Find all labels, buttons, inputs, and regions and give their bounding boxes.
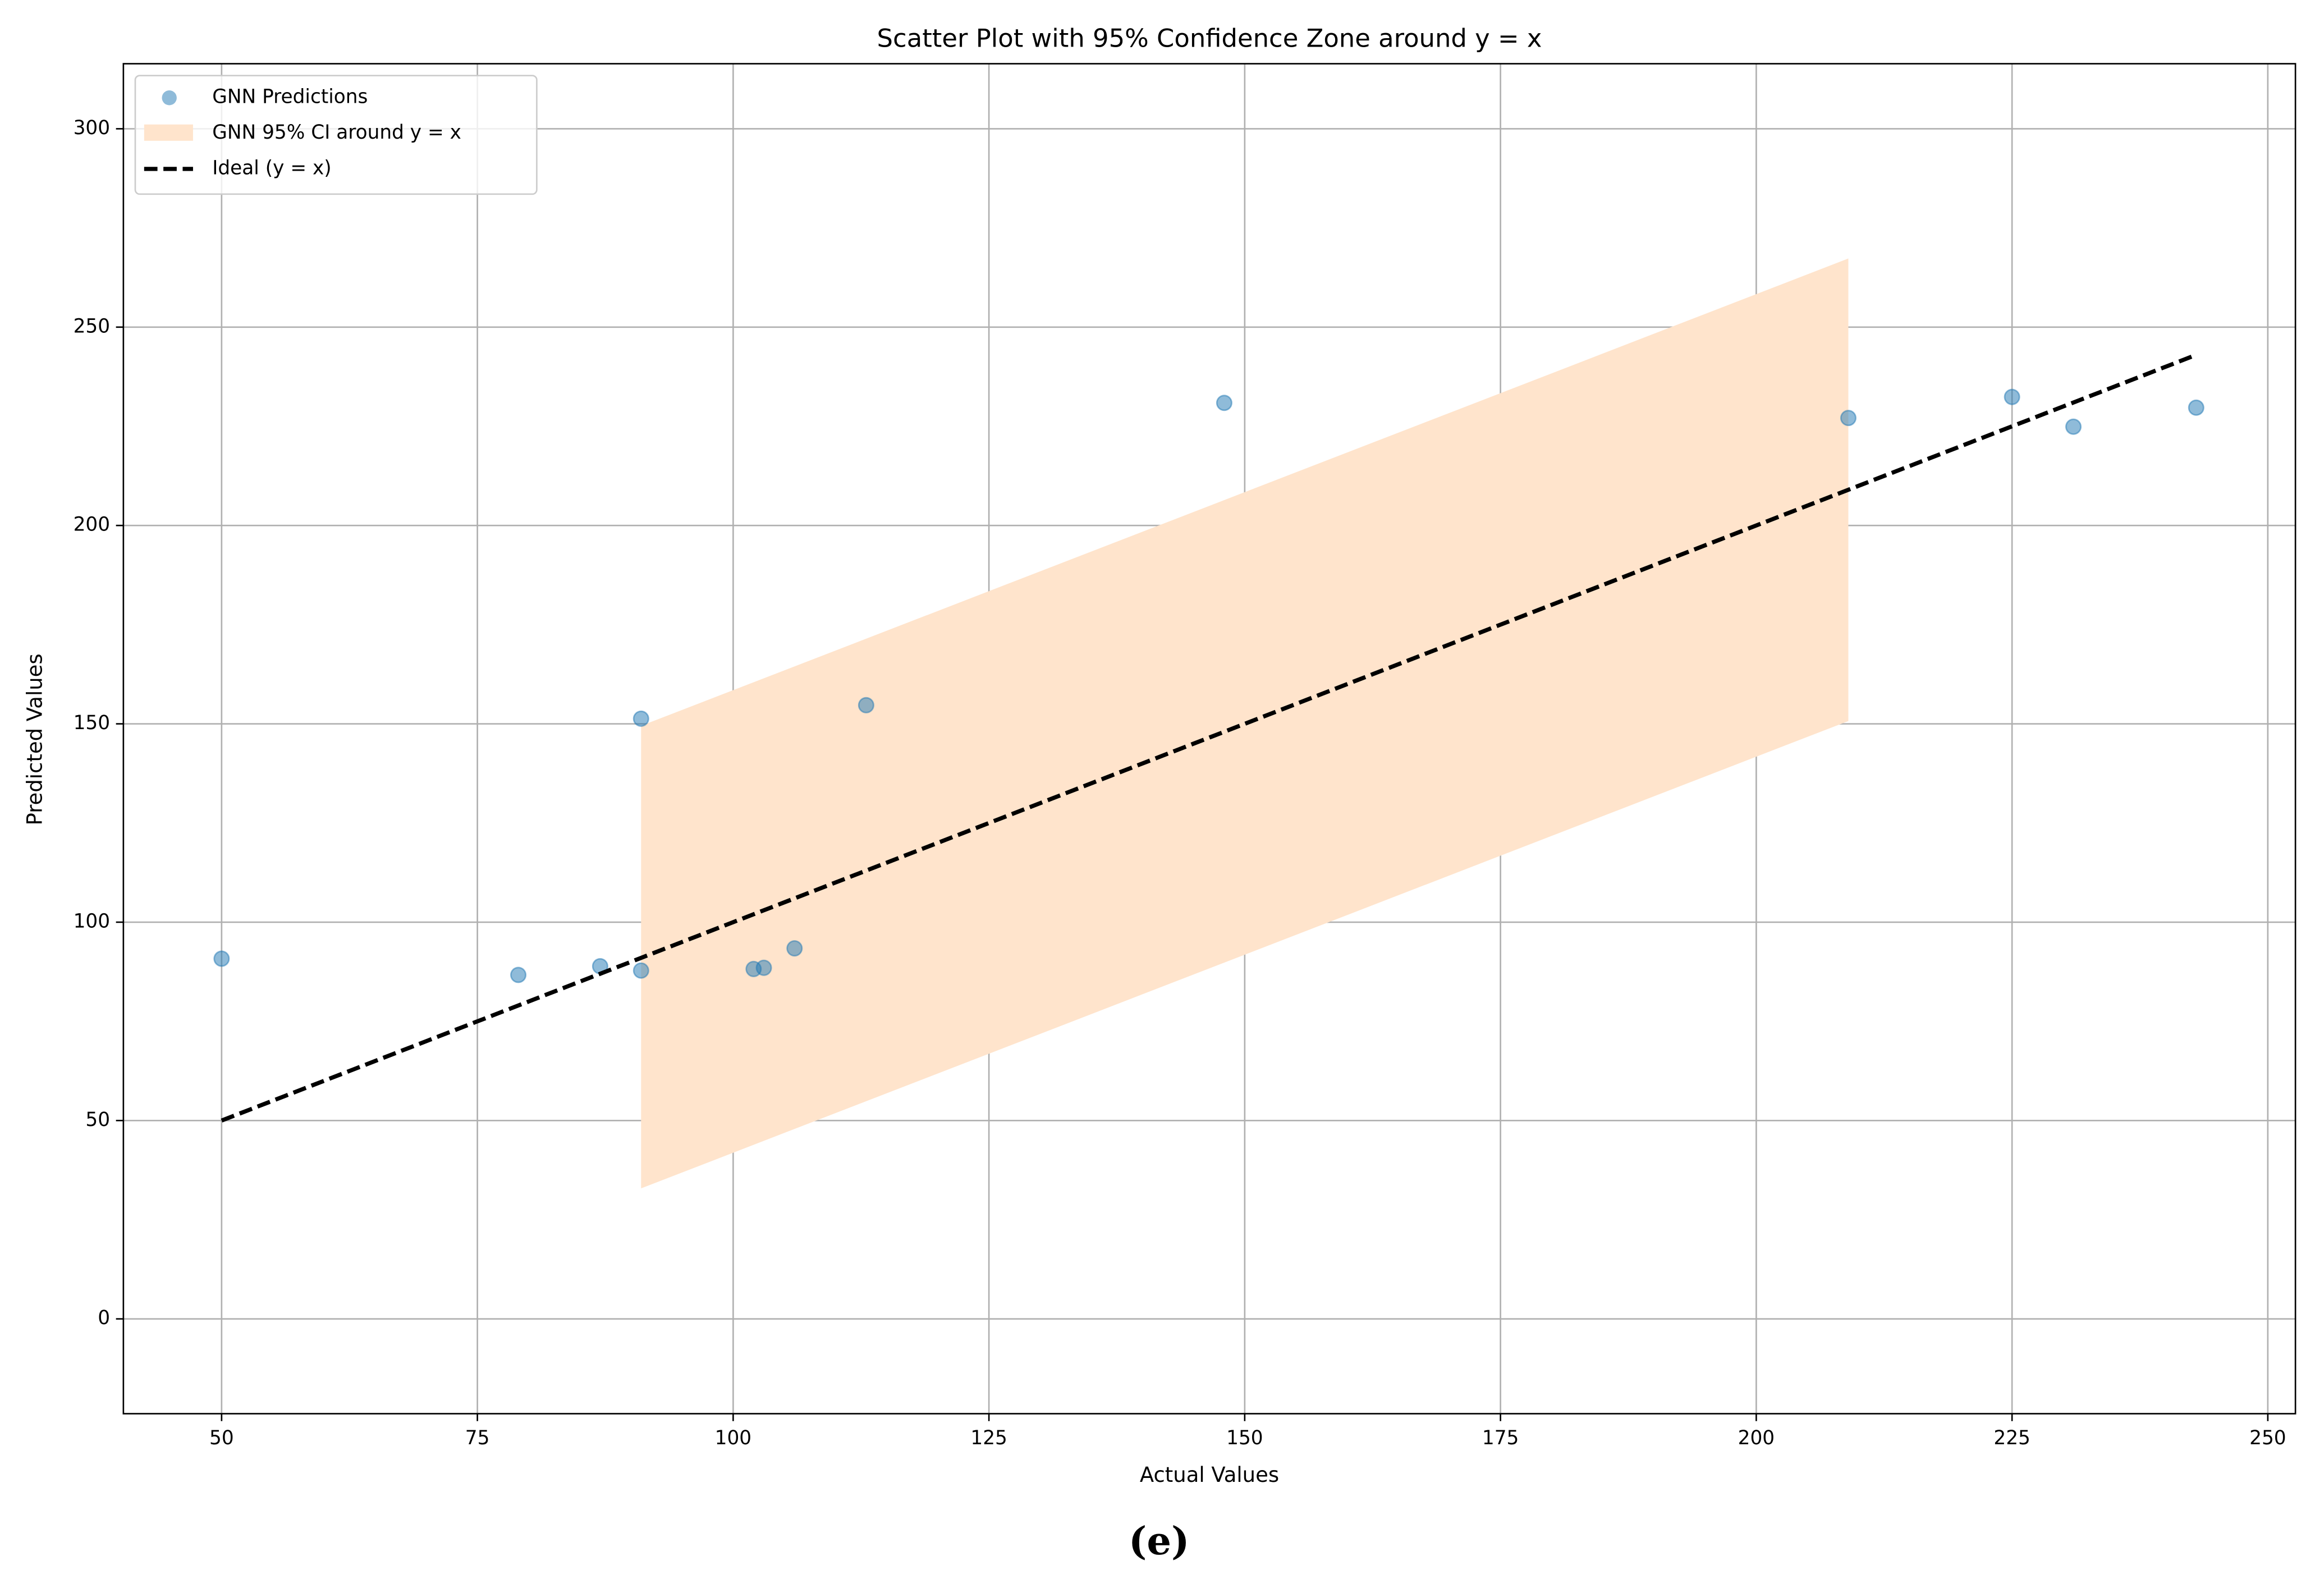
- legend: GNN Predictions GNN 95% CI around y = x Id…: [134, 75, 538, 195]
- x-tick-label: 150: [1226, 1427, 1263, 1449]
- ideal-line: [221, 353, 2197, 1123]
- data-point: [510, 967, 527, 983]
- data-point: [213, 950, 230, 967]
- caption: (e): [1129, 1519, 1190, 1564]
- y-tick-label: 150: [74, 712, 111, 734]
- x-tick-label: 100: [715, 1427, 752, 1449]
- legend-marker: [162, 90, 177, 106]
- data-point: [786, 940, 803, 957]
- y-tick-label: 50: [85, 1109, 110, 1131]
- x-tick-label: 75: [465, 1427, 490, 1449]
- x-tick-label: 200: [1738, 1427, 1775, 1449]
- x-tick-label: 175: [1482, 1427, 1519, 1449]
- data-point: [632, 962, 649, 979]
- data-point: [632, 710, 649, 727]
- x-tick-label: 225: [1993, 1427, 2030, 1449]
- plot-frame: [122, 63, 2297, 1415]
- data-point: [2188, 399, 2204, 416]
- y-tick-label: 0: [98, 1307, 110, 1329]
- data-point: [2065, 418, 2082, 435]
- legend-label: GNN Predictions: [212, 86, 368, 108]
- chart-title: Scatter Plot with 95% Confidence Zone ar…: [877, 23, 1542, 53]
- confidence-band: [641, 258, 1849, 1189]
- y-tick-label: 250: [74, 315, 111, 337]
- data-point: [755, 959, 772, 976]
- legend-label: Ideal (y = x): [212, 157, 331, 179]
- legend-frame: [134, 75, 538, 195]
- data-point: [1216, 395, 1232, 411]
- legend-label: GNN 95% CI around y = x: [212, 121, 461, 144]
- data-point: [2004, 388, 2020, 405]
- data-point: [1840, 410, 1857, 427]
- x-tick-label: 250: [2249, 1427, 2286, 1449]
- data-point: [858, 697, 874, 713]
- x-tick-label: 125: [970, 1427, 1007, 1449]
- legend-marker: [144, 124, 193, 141]
- y-tick-label: 300: [74, 117, 111, 139]
- y-axis-label: Predicted Values: [23, 653, 47, 825]
- x-axis-label: Actual Values: [1140, 1463, 1279, 1487]
- y-tick-label: 100: [74, 910, 111, 932]
- x-tick-label: 50: [209, 1427, 234, 1449]
- y-tick-label: 200: [74, 514, 111, 536]
